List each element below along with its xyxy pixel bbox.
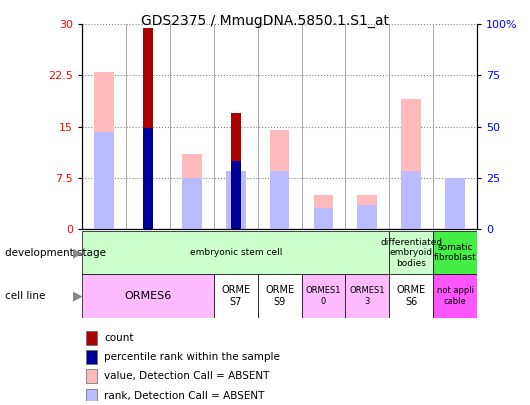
Bar [433,231,477,275]
Bar [86,350,98,364]
Text: embryonic stem cell: embryonic stem cell [190,248,282,257]
Bar [231,113,241,229]
Text: rank, Detection Call = ABSENT: rank, Detection Call = ABSENT [104,390,264,401]
Bar [86,389,98,403]
Bar [86,331,98,345]
Bar [401,99,421,229]
Text: ▶: ▶ [73,246,82,259]
Text: value, Detection Call = ABSENT: value, Detection Call = ABSENT [104,371,269,382]
Bar [357,195,377,229]
Bar [346,275,389,318]
Bar [357,205,377,229]
Text: ORME
S9: ORME S9 [265,286,294,307]
Bar [214,275,258,318]
Bar [302,275,346,318]
Text: ORME
S7: ORME S7 [221,286,250,307]
Bar [82,231,389,275]
Text: ▶: ▶ [73,290,82,303]
Bar [389,275,433,318]
Text: ORMES1
3: ORMES1 3 [350,286,385,306]
Bar [86,369,98,383]
Bar [182,154,202,229]
Bar [182,178,202,229]
Bar [445,178,465,229]
Bar [226,171,245,229]
Text: cell line: cell line [5,291,46,301]
Text: ORMES6: ORMES6 [125,291,172,301]
Text: somatic
fibroblast: somatic fibroblast [434,243,476,262]
Bar [94,132,114,229]
Text: development stage: development stage [5,247,107,258]
Text: not appli
cable: not appli cable [437,286,474,306]
Bar [143,128,153,229]
Bar [270,130,289,229]
Bar [231,161,241,229]
Bar [94,72,114,229]
Text: differentiated
embryoid
bodies: differentiated embryoid bodies [380,238,442,268]
Bar [258,275,302,318]
Text: ORME
S6: ORME S6 [396,286,426,307]
Text: percentile rank within the sample: percentile rank within the sample [104,352,280,362]
Bar [433,275,477,318]
Bar [445,178,465,229]
Text: GDS2375 / MmugDNA.5850.1.S1_at: GDS2375 / MmugDNA.5850.1.S1_at [141,14,389,28]
Bar [389,231,433,275]
Text: ORMES1
0: ORMES1 0 [306,286,341,306]
Bar [270,171,289,229]
Bar [314,195,333,229]
Bar [143,28,153,229]
Bar [82,275,214,318]
Bar [314,208,333,229]
Bar [401,171,421,229]
Text: count: count [104,333,134,343]
